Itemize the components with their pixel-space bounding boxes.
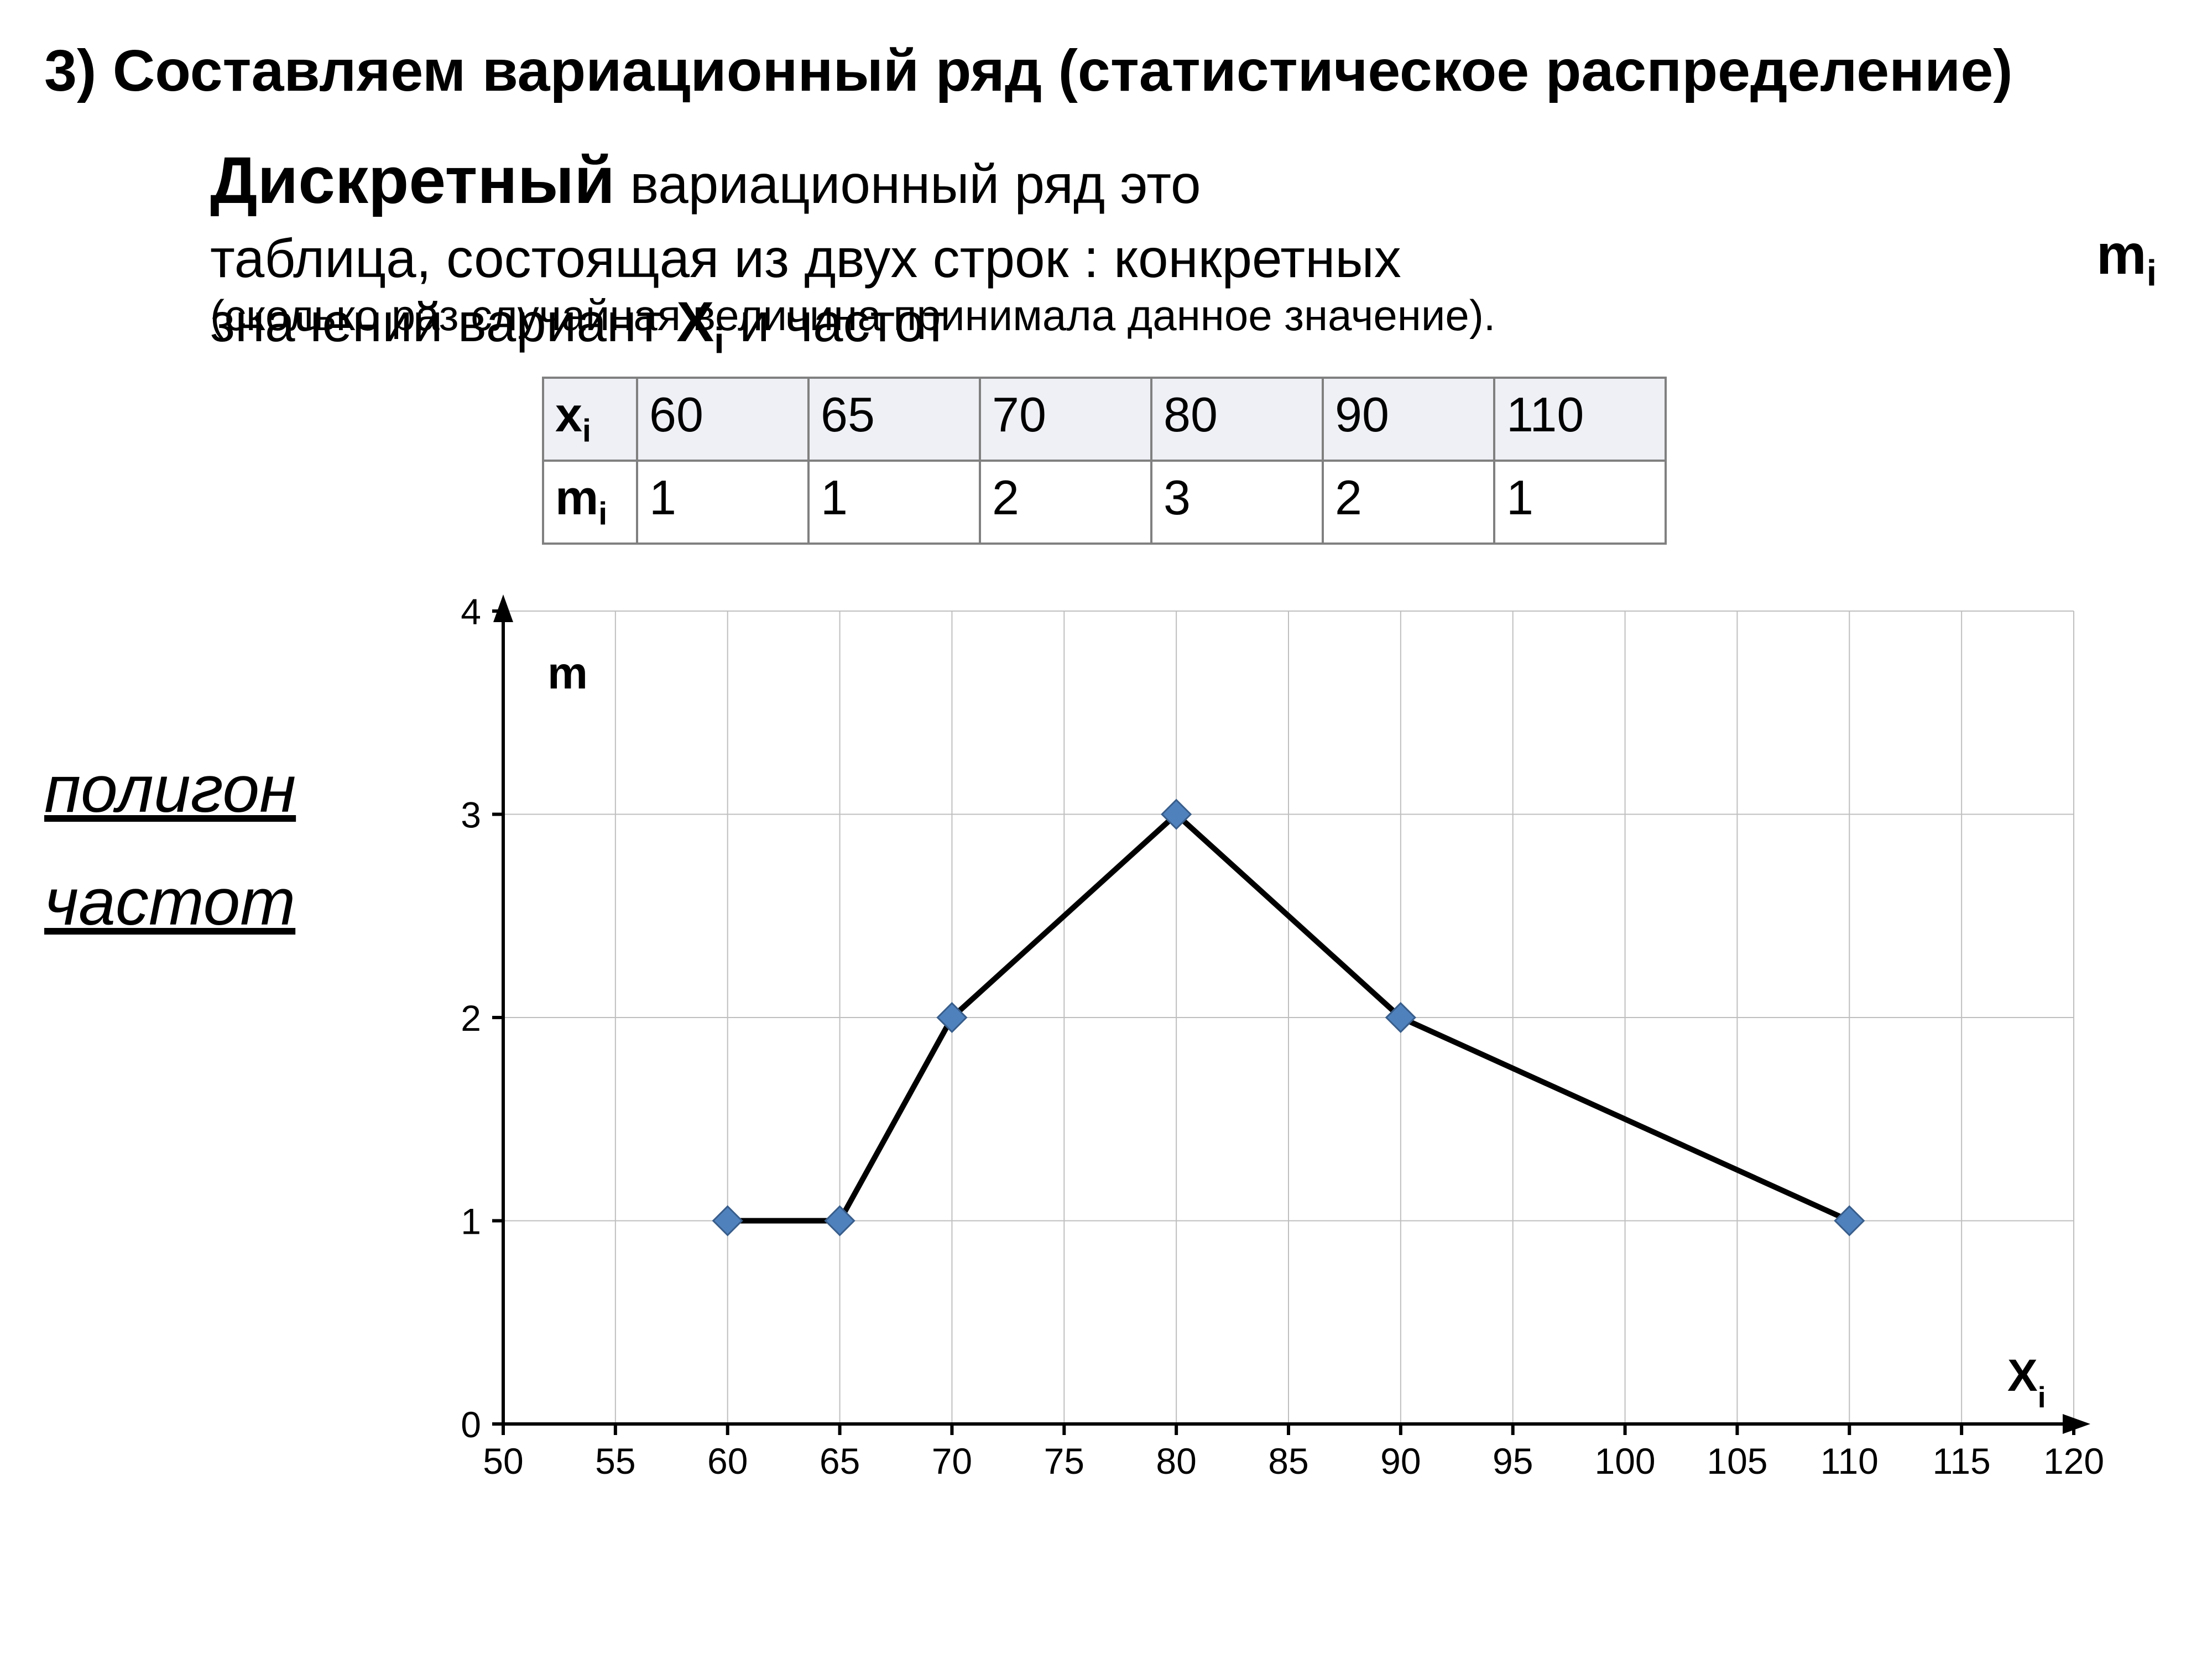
svg-text:120: 120 <box>2043 1441 2104 1481</box>
svg-text:m: m <box>547 648 588 698</box>
table-cell: 1 <box>808 461 980 544</box>
table-cell: 80 <box>1151 378 1323 461</box>
overlapping-text-line: (сколько раз случайная величина принимал… <box>210 294 2057 360</box>
svg-text:65: 65 <box>820 1441 860 1481</box>
svg-text:80: 80 <box>1156 1441 1196 1481</box>
table-cell: 70 <box>980 378 1151 461</box>
definition-keyword: Дискретный <box>210 143 615 217</box>
table-cell: 3 <box>1151 461 1323 544</box>
table-cell: 65 <box>808 378 980 461</box>
table-cell: 1 <box>1494 461 1666 544</box>
definition-text-1: вариационный ряд это <box>615 154 1201 215</box>
definition-block: Дискретный вариационный ряд это таблица,… <box>210 137 2057 360</box>
table-row-mi: mi 1 1 2 3 2 1 <box>543 461 1666 544</box>
svg-text:50: 50 <box>483 1441 523 1481</box>
section-heading: 3) Составляем вариационный ряд (статисти… <box>44 33 2168 109</box>
svg-text:90: 90 <box>1380 1441 1421 1481</box>
svg-text:60: 60 <box>707 1441 748 1481</box>
definition-text-2: таблица, состоящая из двух строк : конкр… <box>210 228 1374 289</box>
svg-text:105: 105 <box>1707 1441 1767 1481</box>
svg-text:3: 3 <box>461 795 481 836</box>
svg-text:115: 115 <box>1933 1441 1991 1481</box>
svg-text:85: 85 <box>1268 1441 1308 1481</box>
overlap-foreground-text: значений вариант Xi и частот <box>210 294 948 359</box>
row-header-mi: mi <box>543 461 637 544</box>
row-header-xi: xi <box>543 378 637 461</box>
table-cell: 60 <box>637 378 808 461</box>
svg-text:0: 0 <box>461 1404 481 1445</box>
svg-text:2: 2 <box>461 998 481 1039</box>
svg-text:110: 110 <box>1820 1441 1879 1481</box>
svg-text:4: 4 <box>461 591 481 632</box>
table-cell: 90 <box>1323 378 1494 461</box>
table-cell: 1 <box>637 461 808 544</box>
table-cell: 2 <box>1323 461 1494 544</box>
svg-text:95: 95 <box>1493 1441 1533 1481</box>
svg-text:1: 1 <box>461 1201 481 1242</box>
table-cell: 2 <box>980 461 1151 544</box>
frequency-table: xi 60 65 70 80 90 110 mi 1 1 2 3 2 1 <box>542 377 1667 545</box>
frequency-polygon-chart: 0 1 2 3 4 50 55 60 65 70 75 80 85 90 95 100 105 110 115 120… <box>404 589 2118 1501</box>
table-cell: 110 <box>1494 378 1666 461</box>
tail-x: х <box>1374 228 1401 289</box>
polygon-label: полигон частот <box>44 733 296 958</box>
frequency-table-wrap: xi 60 65 70 80 90 110 mi 1 1 2 3 2 1 <box>542 377 2168 545</box>
svg-text:55: 55 <box>595 1441 635 1481</box>
svg-text:100: 100 <box>1595 1441 1656 1481</box>
svg-text:75: 75 <box>1044 1441 1084 1481</box>
table-row-xi: xi 60 65 70 80 90 110 <box>543 378 1666 461</box>
m-i-label: mi <box>2096 218 2157 298</box>
svg-text:70: 70 <box>932 1441 972 1481</box>
